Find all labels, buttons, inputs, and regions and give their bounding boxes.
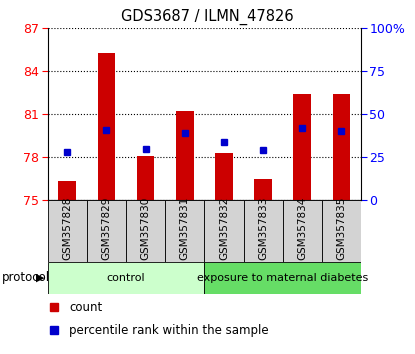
Bar [254, 178, 272, 200]
Text: GSM357830: GSM357830 [141, 196, 151, 259]
Bar [87, 200, 126, 262]
Text: GSM357833: GSM357833 [258, 196, 268, 259]
Bar [244, 200, 283, 262]
Bar [165, 200, 204, 262]
Bar [48, 262, 205, 294]
Bar [126, 200, 165, 262]
Text: control: control [107, 273, 145, 283]
Text: exposure to maternal diabetes: exposure to maternal diabetes [197, 273, 369, 283]
Bar [283, 200, 322, 262]
Bar [48, 200, 87, 262]
Bar [137, 156, 154, 200]
Bar [293, 94, 311, 200]
Text: GSM357832: GSM357832 [219, 196, 229, 259]
Bar [333, 94, 350, 200]
Text: protocol: protocol [2, 272, 50, 284]
Bar [322, 200, 361, 262]
Text: GDS3687 / ILMN_47826: GDS3687 / ILMN_47826 [121, 9, 294, 25]
Text: percentile rank within the sample: percentile rank within the sample [69, 324, 269, 337]
Bar [205, 200, 244, 262]
Text: GSM357834: GSM357834 [297, 196, 307, 259]
Text: GSM357831: GSM357831 [180, 196, 190, 259]
Bar [205, 262, 361, 294]
Text: GSM357829: GSM357829 [102, 196, 112, 259]
Text: count: count [69, 301, 102, 314]
Bar [59, 181, 76, 200]
Bar [215, 153, 233, 200]
Bar [176, 111, 194, 200]
Text: GSM357828: GSM357828 [62, 196, 72, 259]
Text: ▶: ▶ [37, 273, 45, 283]
Text: GSM357835: GSM357835 [337, 196, 347, 259]
Bar [98, 53, 115, 200]
